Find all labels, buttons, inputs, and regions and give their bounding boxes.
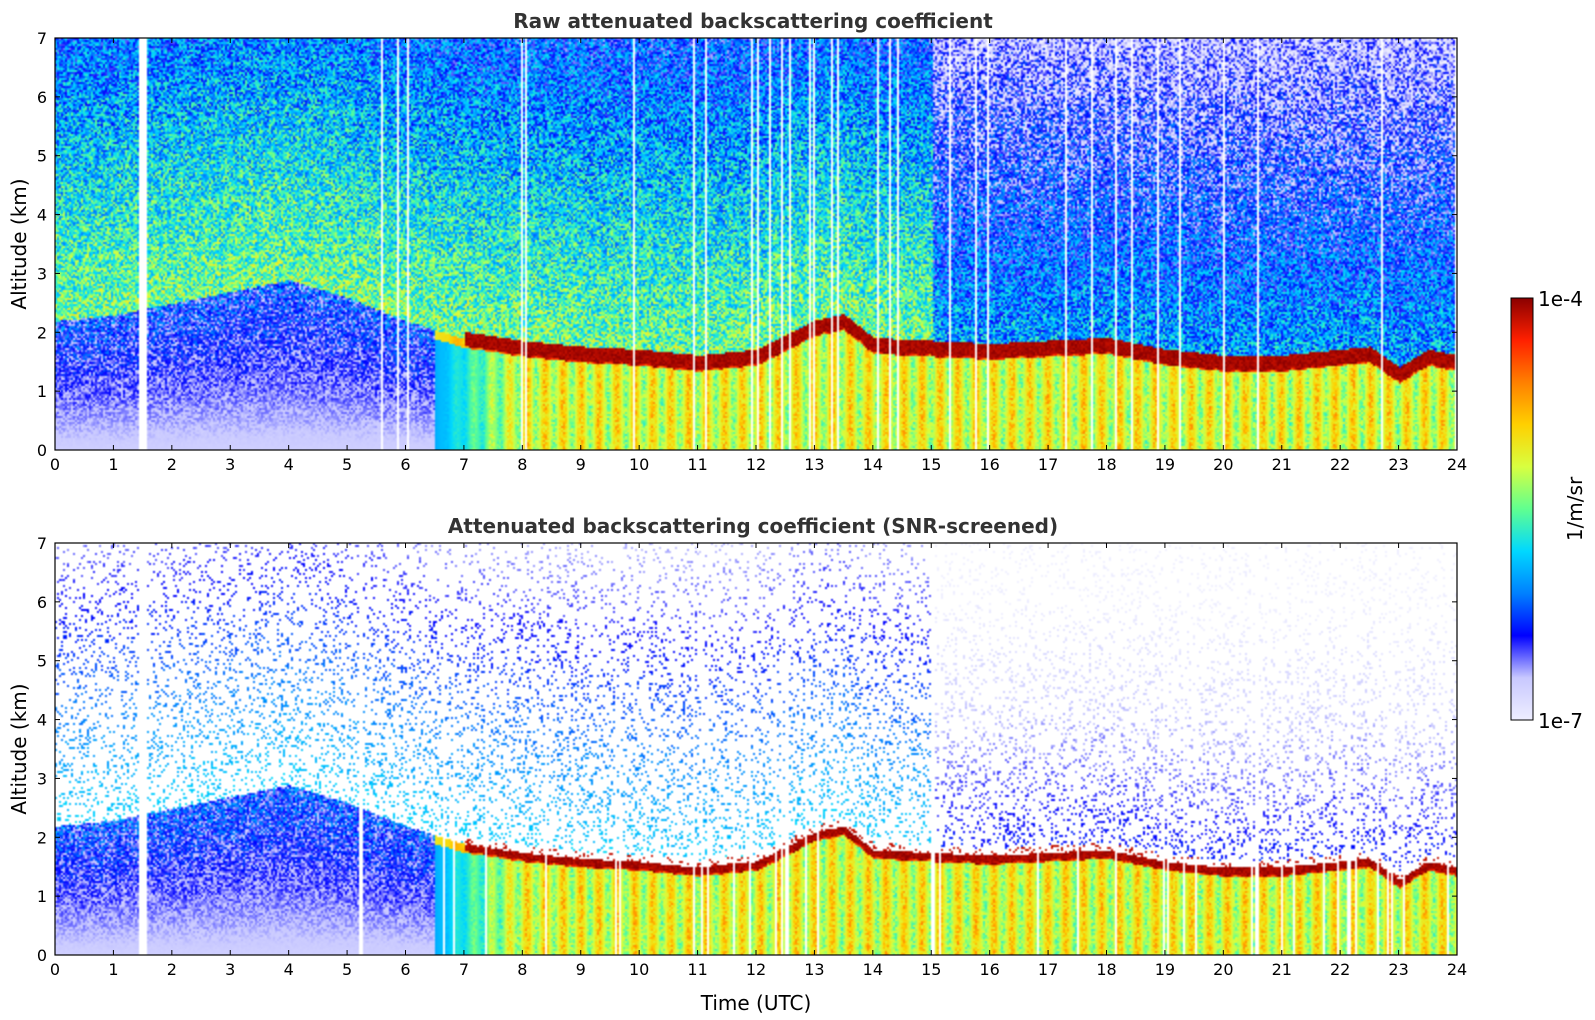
x-tick-label: 13	[804, 455, 824, 474]
y-tick-label: 6	[37, 88, 47, 107]
x-tick-label: 8	[517, 455, 527, 474]
x-tick-label: 2	[167, 960, 177, 979]
x-tick-label: 18	[1096, 960, 1116, 979]
x-tick-label: 11	[687, 960, 707, 979]
panel-screened-heatmap	[55, 543, 1457, 955]
x-tick-label: 10	[629, 960, 649, 979]
x-tick-label: 18	[1096, 455, 1116, 474]
x-tick-label: 6	[400, 455, 410, 474]
y-tick-label: 6	[37, 593, 47, 612]
y-tick-label: 7	[37, 534, 47, 553]
x-tick-label: 3	[225, 960, 235, 979]
x-tick-label: 19	[1155, 455, 1175, 474]
colorbar-min-label: 1e-7	[1538, 709, 1583, 733]
panel-screened-title: Attenuated backscattering coefficient (S…	[448, 514, 1058, 538]
colorbar: 1e-4 1e-7 1/m/sr	[1510, 287, 1587, 733]
y-tick-label: 5	[37, 652, 47, 671]
panel-raw: Raw attenuated backscattering coefficien…	[7, 9, 1467, 474]
x-tick-label: 17	[1038, 960, 1058, 979]
x-tick-label: 20	[1213, 960, 1233, 979]
x-tick-label: 13	[804, 960, 824, 979]
x-tick-label: 14	[863, 455, 883, 474]
y-tick-label: 5	[37, 147, 47, 166]
x-tick-label: 15	[921, 960, 941, 979]
panel-raw-y-ticks: 0 1 2 3 4 5 6 7	[37, 29, 1457, 460]
x-tick-label: 7	[459, 455, 469, 474]
x-tick-label: 0	[50, 960, 60, 979]
x-tick-label: 19	[1155, 960, 1175, 979]
x-tick-label: 8	[517, 960, 527, 979]
panel-screened-y-ticks: 0 1 2 3 4 5 6 7	[37, 534, 1457, 965]
panel-raw-title: Raw attenuated backscattering coefficien…	[513, 9, 993, 33]
y-tick-label: 2	[37, 828, 47, 847]
y-tick-label: 3	[37, 264, 47, 283]
x-tick-label: 22	[1330, 960, 1350, 979]
y-tick-label: 0	[37, 946, 47, 965]
y-tick-label: 4	[37, 206, 47, 225]
colorbar-gradient	[1510, 297, 1534, 721]
x-tick-label: 17	[1038, 455, 1058, 474]
x-tick-label: 24	[1447, 960, 1467, 979]
x-tick-label: 21	[1272, 960, 1292, 979]
x-tick-label: 6	[400, 960, 410, 979]
colorbar-unit-label: 1/m/sr	[1563, 476, 1587, 541]
x-tick-label: 16	[979, 455, 999, 474]
y-tick-label: 1	[37, 887, 47, 906]
y-tick-label: 7	[37, 29, 47, 48]
y-tick-label: 4	[37, 711, 47, 730]
x-tick-label: 23	[1388, 455, 1408, 474]
x-tick-label: 7	[459, 960, 469, 979]
x-tick-label: 11	[687, 455, 707, 474]
x-tick-label: 5	[342, 455, 352, 474]
x-tick-label: 21	[1272, 455, 1292, 474]
colorbar-max-label: 1e-4	[1538, 287, 1583, 311]
x-tick-label: 16	[979, 960, 999, 979]
x-tick-label: 1	[108, 960, 118, 979]
x-tick-label: 10	[629, 455, 649, 474]
panel-screened-x-ticks: 0 1 2 3 4 5 6 7 8 9 10 11 12 13 14 15 16 17 18 19 20 21 22 23 24	[50, 543, 1467, 979]
y-tick-label: 2	[37, 323, 47, 342]
x-tick-label: 23	[1388, 960, 1408, 979]
x-tick-label: 12	[746, 960, 766, 979]
y-tick-label: 0	[37, 441, 47, 460]
x-tick-label: 5	[342, 960, 352, 979]
x-axis-label: Time (UTC)	[700, 991, 812, 1015]
panel-screened: Attenuated backscattering coefficient (S…	[7, 514, 1467, 1015]
x-tick-label: 9	[576, 455, 586, 474]
x-tick-label: 15	[921, 455, 941, 474]
x-tick-label: 22	[1330, 455, 1350, 474]
x-tick-label: 0	[50, 455, 60, 474]
panel-raw-heatmap	[55, 38, 1457, 450]
x-tick-label: 14	[863, 960, 883, 979]
y-tick-label: 3	[37, 769, 47, 788]
x-tick-label: 2	[167, 455, 177, 474]
x-tick-label: 4	[284, 455, 294, 474]
x-tick-label: 20	[1213, 455, 1233, 474]
x-tick-label: 1	[108, 455, 118, 474]
y-tick-label: 1	[37, 382, 47, 401]
x-tick-label: 3	[225, 455, 235, 474]
x-tick-label: 12	[746, 455, 766, 474]
x-tick-label: 4	[284, 960, 294, 979]
x-tick-label: 24	[1447, 455, 1467, 474]
panel-raw-x-ticks: 0 1 2 3 4 5 6 7 8 9 10 11 12 13 14 15 16 17 18 19 20 21 22 23 24	[50, 38, 1467, 474]
x-tick-label: 9	[576, 960, 586, 979]
panel-raw-y-axis-label: Altitude (km)	[7, 178, 31, 309]
panel-screened-y-axis-label: Altitude (km)	[7, 683, 31, 814]
